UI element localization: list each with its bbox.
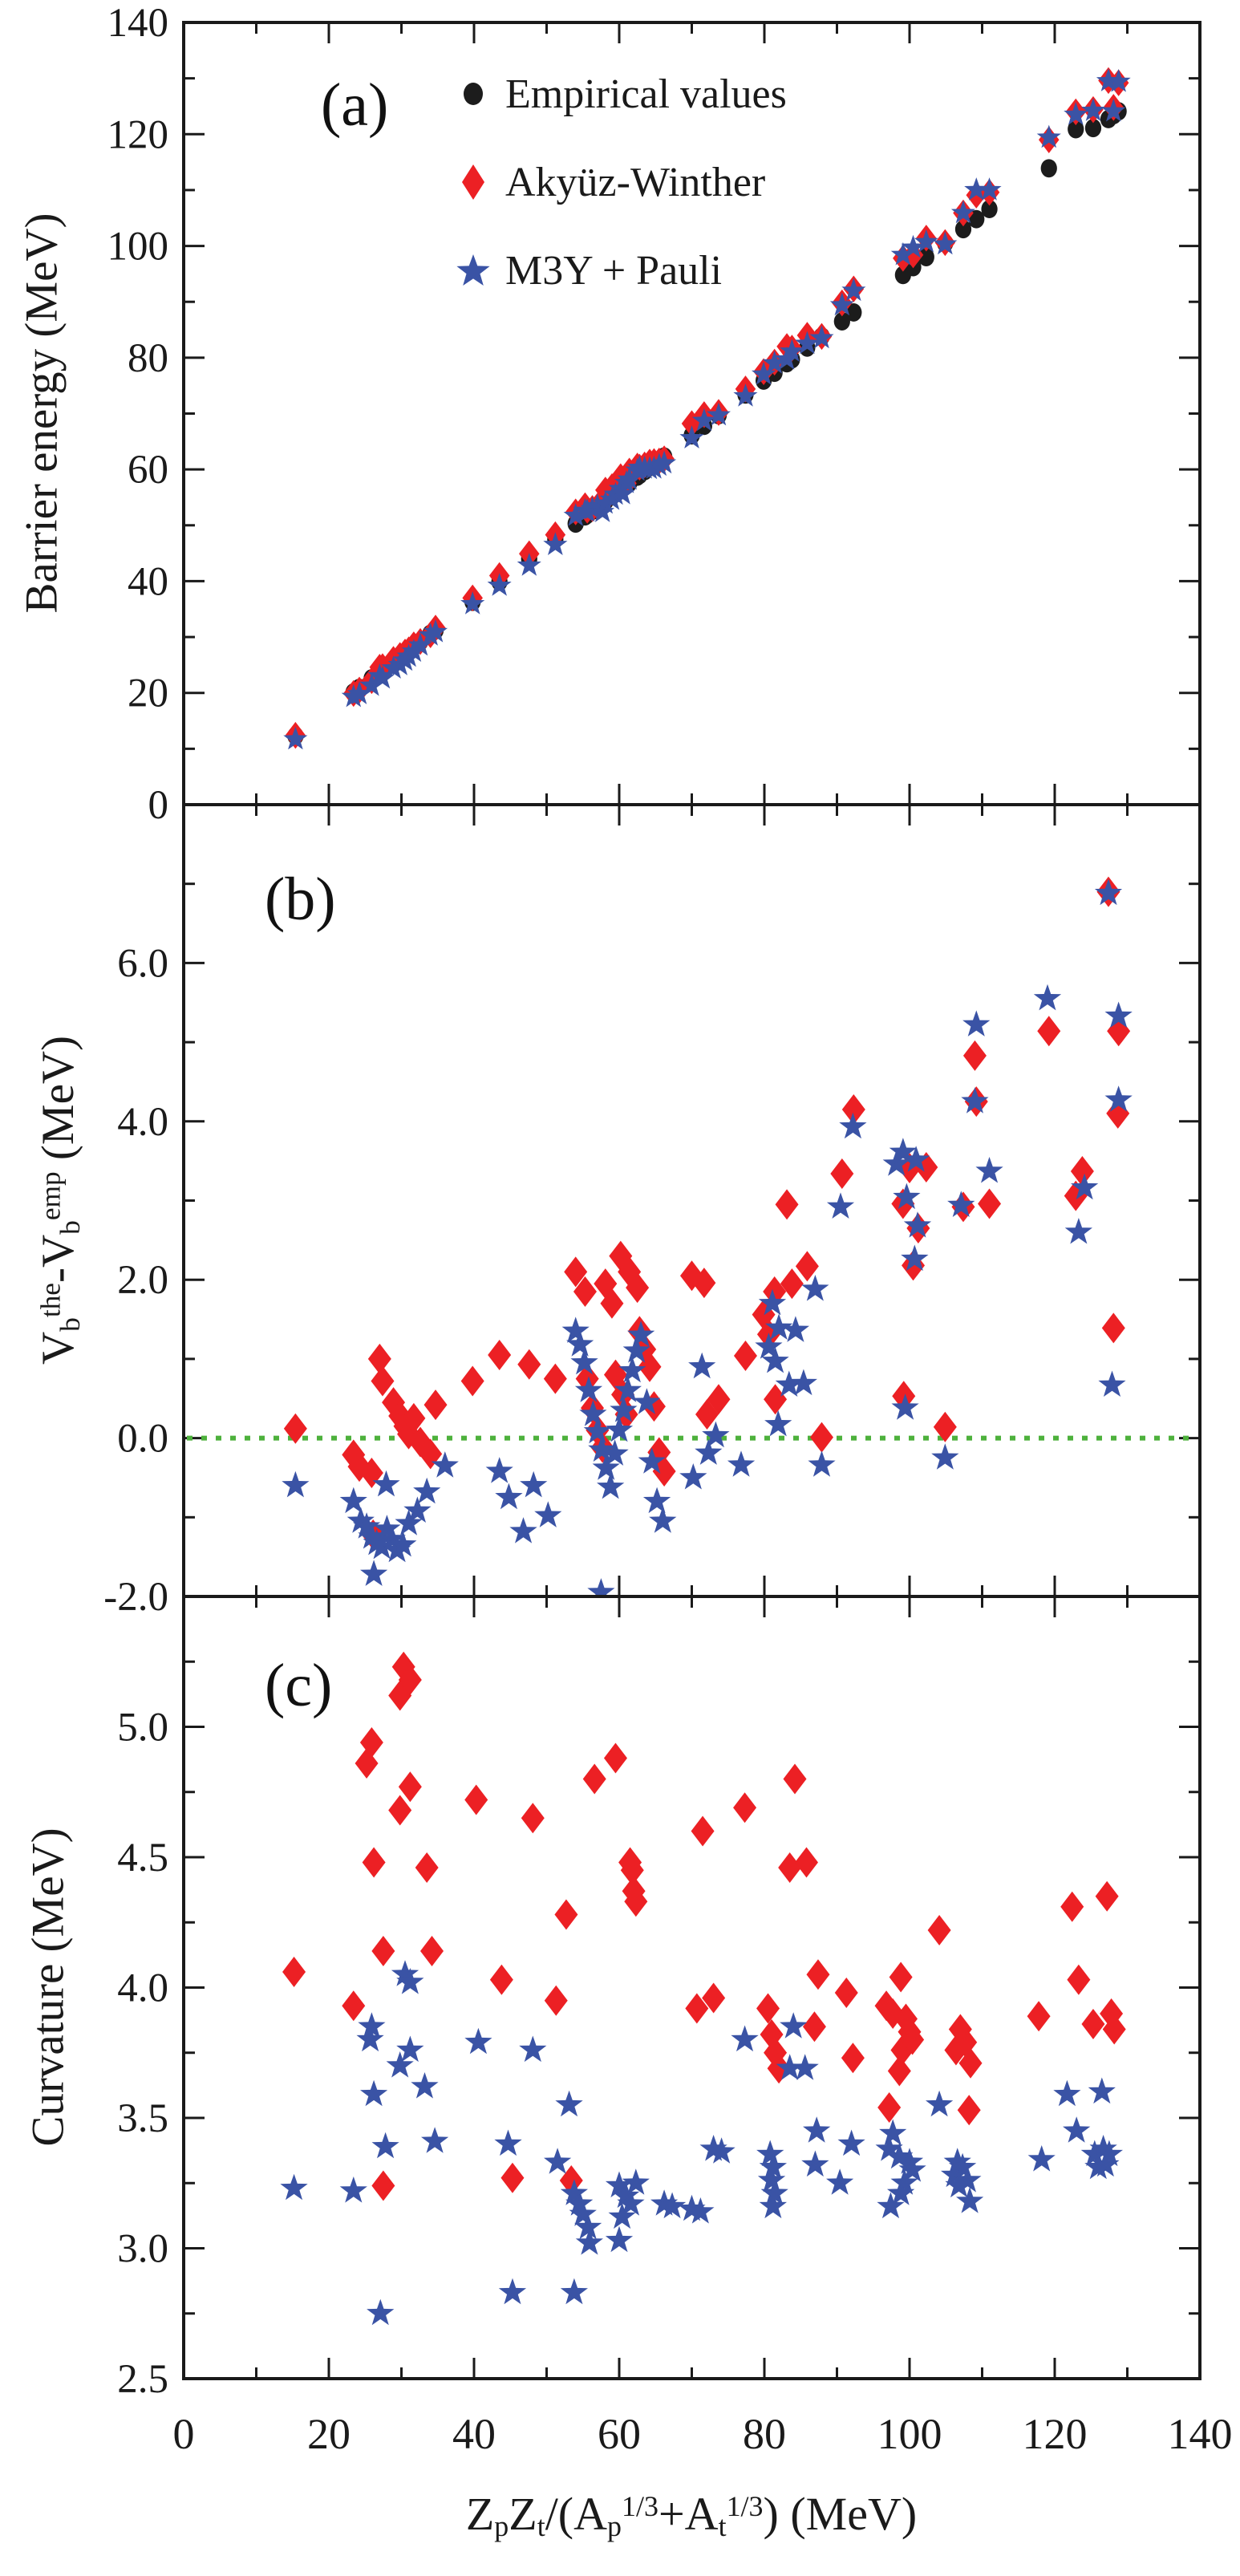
panel-b-plot: -2.0 0.0 2.0 4.0 6.0	[103, 803, 1202, 1620]
legend-item-m3y-pauli: M3Y + Pauli	[449, 226, 787, 314]
circle-icon	[464, 83, 483, 105]
svg-text:120: 120	[1023, 2410, 1088, 2458]
svg-text:3.0: 3.0	[117, 2227, 168, 2272]
panel-c-letter: (c)	[265, 1652, 333, 1719]
panel-c-plot: 2.5 3.0 3.5 4.0 4.5 5.0	[117, 1595, 1202, 2402]
series-star-markers	[283, 68, 1131, 750]
legend-label: M3Y + Pauli	[505, 247, 723, 294]
svg-text:40: 40	[452, 2410, 496, 2458]
svg-text:80: 80	[128, 336, 168, 381]
panel-b-letter: (b)	[265, 866, 336, 933]
svg-text:-2.0: -2.0	[103, 1575, 168, 1620]
svg-text:5.0: 5.0	[117, 1706, 168, 1750]
svg-text:100: 100	[877, 2410, 942, 2458]
svg-text:140: 140	[1168, 2410, 1233, 2458]
panel-a-plot: 0 20 40 60 80 100 120 140	[107, 1, 1202, 828]
svg-text:40: 40	[128, 559, 168, 604]
star-icon	[456, 254, 490, 286]
legend: Empirical values Akyüz-Winther M3Y + Pau…	[449, 50, 787, 314]
svg-text:20: 20	[128, 671, 168, 716]
svg-text:60: 60	[598, 2410, 641, 2458]
panel-a-letter: (a)	[321, 71, 389, 139]
svg-text:20: 20	[307, 2410, 351, 2458]
svg-text:4.0: 4.0	[117, 1966, 168, 2011]
svg-text:120: 120	[107, 112, 169, 157]
panel-a-y-axis-title: Barrier energy (MeV)	[16, 213, 67, 614]
series-star-markers	[280, 1960, 1123, 2326]
svg-text:6.0: 6.0	[117, 941, 168, 986]
svg-text:60: 60	[128, 448, 168, 493]
svg-text:4.5: 4.5	[117, 1836, 168, 1880]
svg-text:3.5: 3.5	[117, 2096, 168, 2141]
svg-text:2.0: 2.0	[117, 1258, 168, 1303]
svg-text:2.5: 2.5	[117, 2357, 168, 2402]
panel-c-y-axis-title: Curvature (MeV)	[22, 1828, 74, 2147]
legend-item-empirical: Empirical values	[449, 50, 787, 138]
x-axis-tick-labels: 0 20 40 60 80 100 120 140	[173, 2410, 1233, 2458]
svg-text:4.0: 4.0	[117, 1100, 168, 1145]
svg-text:80: 80	[743, 2410, 786, 2458]
svg-text:0: 0	[148, 783, 169, 828]
legend-item-akyuz-winther: Akyüz-Winther	[449, 138, 787, 226]
svg-text:140: 140	[107, 1, 169, 46]
diamond-icon	[462, 164, 484, 200]
series-diamond-markers	[282, 1651, 1126, 2201]
series-star-markers	[282, 878, 1133, 1596]
panel-b-y-axis-title: Vbthe-Vbemp (MeV)	[32, 1035, 87, 1365]
svg-text:100: 100	[107, 225, 169, 270]
legend-label: Empirical values	[505, 71, 787, 117]
svg-text:0.0: 0.0	[117, 1417, 168, 1462]
x-axis-title: ZpZt/(Ap1/3+At1/3) (MeV)	[465, 2487, 918, 2543]
legend-label: Akyüz-Winther	[505, 159, 766, 205]
panel-c-border	[182, 1595, 1202, 2380]
svg-text:0: 0	[173, 2410, 195, 2458]
